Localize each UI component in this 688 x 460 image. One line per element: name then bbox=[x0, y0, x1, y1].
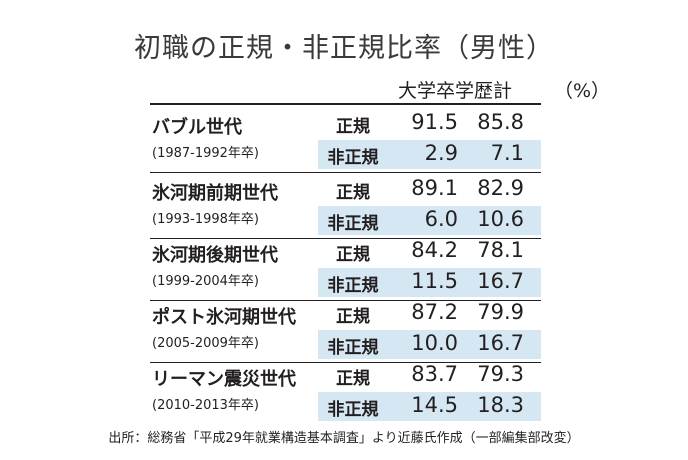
table-row: 正規 87.2 79.9 bbox=[318, 299, 541, 328]
data-value: 87.2 bbox=[411, 300, 458, 324]
table-row: 非正規 10.0 16.7 bbox=[318, 330, 541, 359]
data-value: 83.7 bbox=[411, 362, 458, 386]
data-value: 16.7 bbox=[477, 331, 524, 355]
table-row: 正規 89.1 82.9 bbox=[318, 175, 541, 204]
row-label: 正規 bbox=[336, 307, 370, 327]
data-value: 10.0 bbox=[411, 331, 458, 355]
data-value: 16.7 bbox=[477, 269, 524, 293]
generation-group: リーマン震災世代 (2010-2013年卒) 正規 83.7 79.3 非正規 … bbox=[150, 359, 541, 421]
row-label: 非正規 bbox=[327, 400, 379, 420]
top-rule bbox=[150, 103, 541, 105]
data-value: 14.5 bbox=[411, 393, 458, 417]
chart-title: 初職の正規・非正規比率（男性） bbox=[134, 33, 554, 64]
group-rule bbox=[150, 299, 541, 301]
table-row: 正規 84.2 78.1 bbox=[318, 237, 541, 266]
data-value: 78.1 bbox=[477, 238, 524, 262]
unit-label: （%） bbox=[554, 80, 611, 102]
row-label: 非正規 bbox=[327, 214, 379, 234]
data-value: 91.5 bbox=[411, 110, 458, 134]
table-row: 非正規 14.5 18.3 bbox=[318, 392, 541, 421]
table-row: 非正規 6.0 10.6 bbox=[318, 206, 541, 235]
data-value: 85.8 bbox=[477, 110, 524, 134]
group-rule bbox=[150, 237, 541, 239]
table-row: 正規 83.7 79.3 bbox=[318, 361, 541, 390]
table-row: 非正規 2.9 7.1 bbox=[318, 140, 541, 169]
data-value: 2.9 bbox=[424, 141, 458, 165]
table-row: 非正規 11.5 16.7 bbox=[318, 268, 541, 297]
generation-years: (1987-1992年卒) bbox=[152, 146, 260, 161]
generation-group: 氷河期後期世代 (1999-2004年卒) 正規 84.2 78.1 非正規 1… bbox=[150, 235, 541, 301]
generation-name: ポスト氷河期世代 bbox=[152, 307, 296, 328]
row-label: 正規 bbox=[336, 183, 370, 203]
data-value: 11.5 bbox=[411, 269, 458, 293]
column-header: 大学卒学歴計 bbox=[398, 80, 513, 102]
generation-years: (1999-2004年卒) bbox=[152, 274, 260, 289]
data-value: 89.1 bbox=[411, 176, 458, 200]
generation-name: リーマン震災世代 bbox=[152, 369, 296, 390]
row-label: 非正規 bbox=[327, 276, 379, 296]
generation-years: (2005-2009年卒) bbox=[152, 336, 260, 351]
generation-group: バブル世代 (1987-1992年卒) 正規 91.5 85.8 非正規 2.9… bbox=[150, 107, 541, 173]
data-value: 79.3 bbox=[477, 362, 524, 386]
group-rule bbox=[150, 361, 541, 363]
generation-years: (2010-2013年卒) bbox=[152, 398, 260, 413]
data-value: 10.6 bbox=[477, 207, 524, 231]
row-label: 正規 bbox=[336, 369, 370, 389]
data-value: 84.2 bbox=[411, 238, 458, 262]
generation-group: ポスト氷河期世代 (2005-2009年卒) 正規 87.2 79.9 非正規 … bbox=[150, 297, 541, 363]
data-value: 18.3 bbox=[477, 393, 524, 417]
row-label: 正規 bbox=[336, 117, 370, 137]
data-value: 6.0 bbox=[424, 207, 458, 231]
table-row: 正規 91.5 85.8 bbox=[318, 109, 541, 138]
generation-name: 氷河期前期世代 bbox=[152, 183, 278, 204]
generation-group: 氷河期前期世代 (1993-1998年卒) 正規 89.1 82.9 非正規 6… bbox=[150, 173, 541, 239]
group-rule bbox=[150, 171, 541, 173]
generation-name: 氷河期後期世代 bbox=[152, 245, 278, 266]
generation-years: (1993-1998年卒) bbox=[152, 212, 260, 227]
data-value: 79.9 bbox=[477, 300, 524, 324]
data-value: 82.9 bbox=[477, 176, 524, 200]
source-note: 出所：総務省「平成29年就業構造基本調査」より近藤氏作成（一部編集部改変） bbox=[108, 431, 580, 446]
data-value: 7.1 bbox=[490, 141, 524, 165]
generation-name: バブル世代 bbox=[152, 117, 242, 138]
row-label: 正規 bbox=[336, 245, 370, 265]
row-label: 非正規 bbox=[327, 338, 379, 358]
row-label: 非正規 bbox=[327, 148, 379, 168]
